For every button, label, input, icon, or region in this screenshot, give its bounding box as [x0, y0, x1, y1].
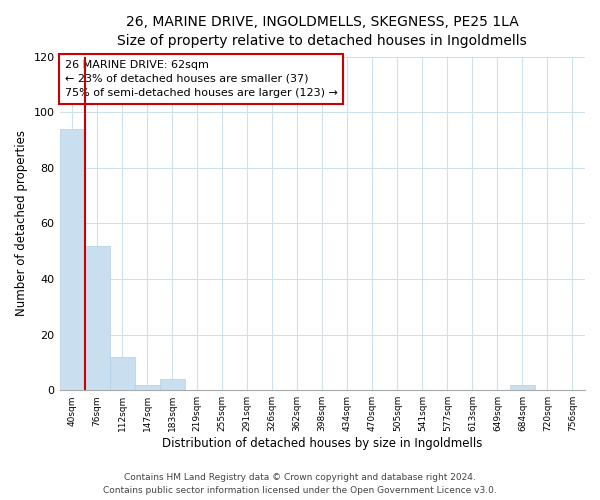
X-axis label: Distribution of detached houses by size in Ingoldmells: Distribution of detached houses by size …	[162, 437, 482, 450]
Text: Contains HM Land Registry data © Crown copyright and database right 2024.
Contai: Contains HM Land Registry data © Crown c…	[103, 474, 497, 495]
Text: 26 MARINE DRIVE: 62sqm
← 23% of detached houses are smaller (37)
75% of semi-det: 26 MARINE DRIVE: 62sqm ← 23% of detached…	[65, 60, 338, 98]
Bar	[85, 246, 110, 390]
Bar	[110, 357, 134, 390]
Y-axis label: Number of detached properties: Number of detached properties	[15, 130, 28, 316]
Title: 26, MARINE DRIVE, INGOLDMELLS, SKEGNESS, PE25 1LA
Size of property relative to d: 26, MARINE DRIVE, INGOLDMELLS, SKEGNESS,…	[118, 15, 527, 48]
Bar	[134, 384, 160, 390]
Bar	[160, 379, 185, 390]
Bar	[59, 129, 85, 390]
Bar	[510, 384, 535, 390]
